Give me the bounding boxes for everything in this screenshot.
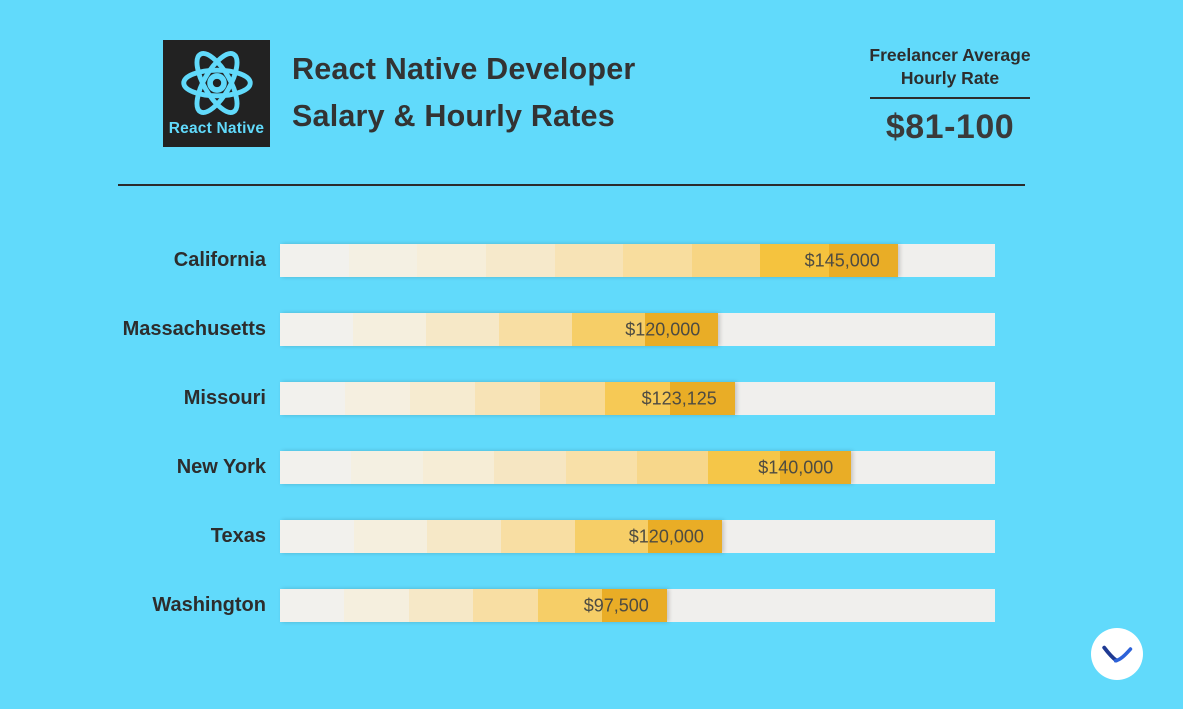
bar-row: Massachusetts $120,000 bbox=[118, 313, 1035, 346]
bar-segment bbox=[623, 244, 692, 277]
bar-segment bbox=[474, 382, 540, 415]
bar-segment bbox=[669, 382, 735, 415]
watermark-badge bbox=[1091, 628, 1143, 680]
bar-segment bbox=[494, 451, 566, 484]
bar-segment bbox=[344, 382, 410, 415]
bar-track: $120,000 bbox=[280, 313, 995, 346]
state-label: New York bbox=[176, 456, 266, 478]
bar-fill: $140,000 bbox=[280, 451, 852, 484]
bar-segment bbox=[280, 589, 345, 622]
header-divider bbox=[118, 184, 1025, 186]
bar-segment bbox=[408, 589, 474, 622]
bar-segment bbox=[417, 244, 486, 277]
bar-segment bbox=[645, 313, 719, 346]
state-label: Massachusetts bbox=[122, 318, 266, 340]
page-title-line2: Salary & Hourly Rates bbox=[292, 99, 615, 133]
bar-value-label: $145,000 bbox=[804, 250, 880, 270]
bar-track: $97,500 bbox=[280, 589, 995, 622]
bar-segment bbox=[353, 313, 427, 346]
bar-track: $120,000 bbox=[280, 520, 995, 553]
rate-box-value: $81-100 bbox=[885, 108, 1015, 146]
state-label: Texas bbox=[210, 525, 266, 547]
bar-segment bbox=[779, 451, 852, 484]
bar-value-label: $120,000 bbox=[625, 319, 701, 339]
bar-segment bbox=[422, 451, 495, 484]
state-label: Missouri bbox=[183, 387, 266, 409]
bar-segment bbox=[554, 244, 624, 277]
bar-segment bbox=[280, 244, 349, 277]
bar-segment bbox=[427, 520, 501, 553]
bar-value-label: $120,000 bbox=[628, 526, 704, 546]
bar-segment bbox=[574, 520, 649, 553]
seagull-logo-icon bbox=[1102, 645, 1133, 663]
bar-segment bbox=[344, 589, 409, 622]
bar-segment bbox=[539, 382, 605, 415]
bar-row: Texas $120,000 bbox=[118, 520, 1035, 553]
rate-box-label-line1: Freelancer Average bbox=[869, 45, 1031, 65]
bar-segment bbox=[691, 244, 761, 277]
bar-row: New York $140,000 bbox=[118, 451, 1035, 484]
bar-segment bbox=[473, 589, 538, 622]
rate-box-label-line2: Hourly Rate bbox=[900, 68, 1000, 88]
bar-segment bbox=[648, 520, 722, 553]
bar-segment bbox=[829, 244, 898, 277]
bar-segment bbox=[604, 382, 670, 415]
bar-fill: $120,000 bbox=[280, 313, 719, 346]
header: React Native React Native Developer Sala… bbox=[118, 40, 1035, 147]
bar-segment bbox=[485, 244, 555, 277]
bar-segment bbox=[572, 313, 646, 346]
bar-value-label: $97,500 bbox=[583, 595, 649, 615]
state-label: California bbox=[173, 249, 266, 271]
bar-segment bbox=[280, 382, 345, 415]
bar-segment bbox=[708, 451, 780, 484]
bar-fill: $145,000 bbox=[280, 244, 898, 277]
bar-segment bbox=[409, 382, 475, 415]
bar-track: $145,000 bbox=[280, 244, 995, 277]
bar-fill: $120,000 bbox=[280, 520, 722, 553]
bar-segment bbox=[637, 451, 709, 484]
page-title-line1: React Native Developer bbox=[292, 52, 636, 86]
bar-row: Washington $97,500 bbox=[118, 589, 1035, 622]
bar-track: $140,000 bbox=[280, 451, 995, 484]
logo-brand-text: React Native bbox=[168, 120, 265, 137]
react-native-logo: React Native bbox=[163, 40, 270, 147]
react-atom-icon bbox=[180, 51, 253, 115]
state-label: Washington bbox=[152, 594, 266, 616]
bar-row: California $145,000 bbox=[118, 244, 1035, 277]
bar-fill: $97,500 bbox=[280, 589, 667, 622]
bar-segment bbox=[565, 451, 638, 484]
content-area: React Native React Native Developer Sala… bbox=[118, 0, 1035, 658]
bar-segment bbox=[537, 589, 603, 622]
bar-segment bbox=[602, 589, 667, 622]
page-title: React Native Developer Salary & Hourly R… bbox=[292, 40, 635, 140]
bar-value-label: $123,125 bbox=[641, 388, 717, 408]
bar-value-label: $140,000 bbox=[758, 457, 834, 477]
bar-segment bbox=[426, 313, 500, 346]
bar-segment bbox=[351, 451, 423, 484]
bar-segment bbox=[760, 244, 830, 277]
bar-segment bbox=[280, 451, 352, 484]
bar-segment bbox=[280, 313, 354, 346]
salary-bar-chart: California $145,000 Massachusetts $120,000 M… bbox=[118, 244, 1035, 622]
bar-segment bbox=[280, 520, 354, 553]
rate-box-underline bbox=[870, 97, 1030, 99]
bar-fill: $123,125 bbox=[280, 382, 735, 415]
bar-track: $123,125 bbox=[280, 382, 995, 415]
bar-segment bbox=[353, 520, 428, 553]
bar-segment bbox=[499, 313, 573, 346]
bar-row: Missouri $123,125 bbox=[118, 382, 1035, 415]
bar-segment bbox=[500, 520, 575, 553]
bar-segment bbox=[348, 244, 418, 277]
freelancer-rate-box: Freelancer Average Hourly Rate $81-100 bbox=[854, 40, 1046, 147]
